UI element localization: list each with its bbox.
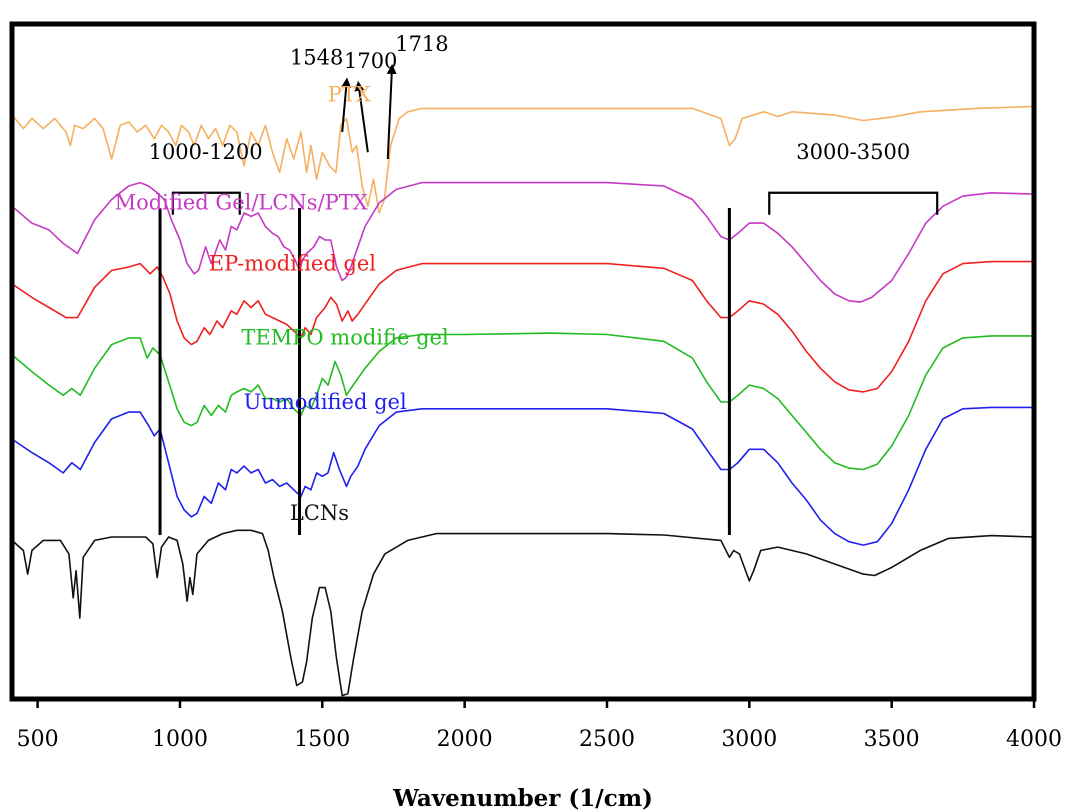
x-tick-label: 500 xyxy=(17,727,59,752)
annotation-label: 1718 xyxy=(395,32,448,56)
series-label-ep-modified-gel: EP-modified gel xyxy=(209,251,377,275)
annotation-label: 1700 xyxy=(344,49,397,73)
series-label-tempo-modifie-gel: TEMPO modifie gel xyxy=(241,326,449,350)
series-label-modified-gel-lcns-ptx: Modified Gel/LCNs/PTX xyxy=(115,191,368,215)
series-line-uumodified-gel xyxy=(11,406,1034,546)
annotation-label: 1548 xyxy=(290,46,343,70)
peak-arrow xyxy=(386,64,397,160)
series-line-lcns xyxy=(11,529,1035,697)
series-label-ptx: PTX xyxy=(328,83,371,107)
series-label-uumodified-gel: Uumodified gel xyxy=(244,390,407,414)
x-tick-label: 3000 xyxy=(721,727,777,752)
x-tick-label: 2500 xyxy=(579,727,635,752)
x-axis-label: Wavenumber (1/cm) xyxy=(392,785,653,812)
x-tick-label: 3500 xyxy=(864,727,920,752)
annotation-label: 3000-3500 xyxy=(796,140,910,164)
plot-frame xyxy=(9,21,1037,702)
range-bracket xyxy=(171,191,241,215)
x-tick-label: 1500 xyxy=(294,727,350,752)
series-label-lcns: LCNs xyxy=(290,501,349,525)
x-tick-label: 2000 xyxy=(437,727,493,752)
series-line-ep-modified-gel xyxy=(11,260,1034,393)
range-bracket xyxy=(768,191,939,215)
marker-lines xyxy=(158,208,731,535)
x-tick-label: 1000 xyxy=(152,727,208,752)
x-tick-label: 4000 xyxy=(1006,727,1062,752)
peak-arrow xyxy=(354,80,369,153)
series-line-ptx xyxy=(11,105,1035,214)
annotation-label: 1000-1200 xyxy=(149,140,263,164)
series-line-modified-gel-lcns-ptx xyxy=(11,181,1035,303)
series-labels: PTX Modified Gel/LCNs/PTX EP-modified gel T… xyxy=(115,83,449,526)
peak-arrow xyxy=(341,77,352,133)
x-axis-ticks: 500 1000 1500 2000 2500 3000 3500 4000 xyxy=(17,699,1062,752)
